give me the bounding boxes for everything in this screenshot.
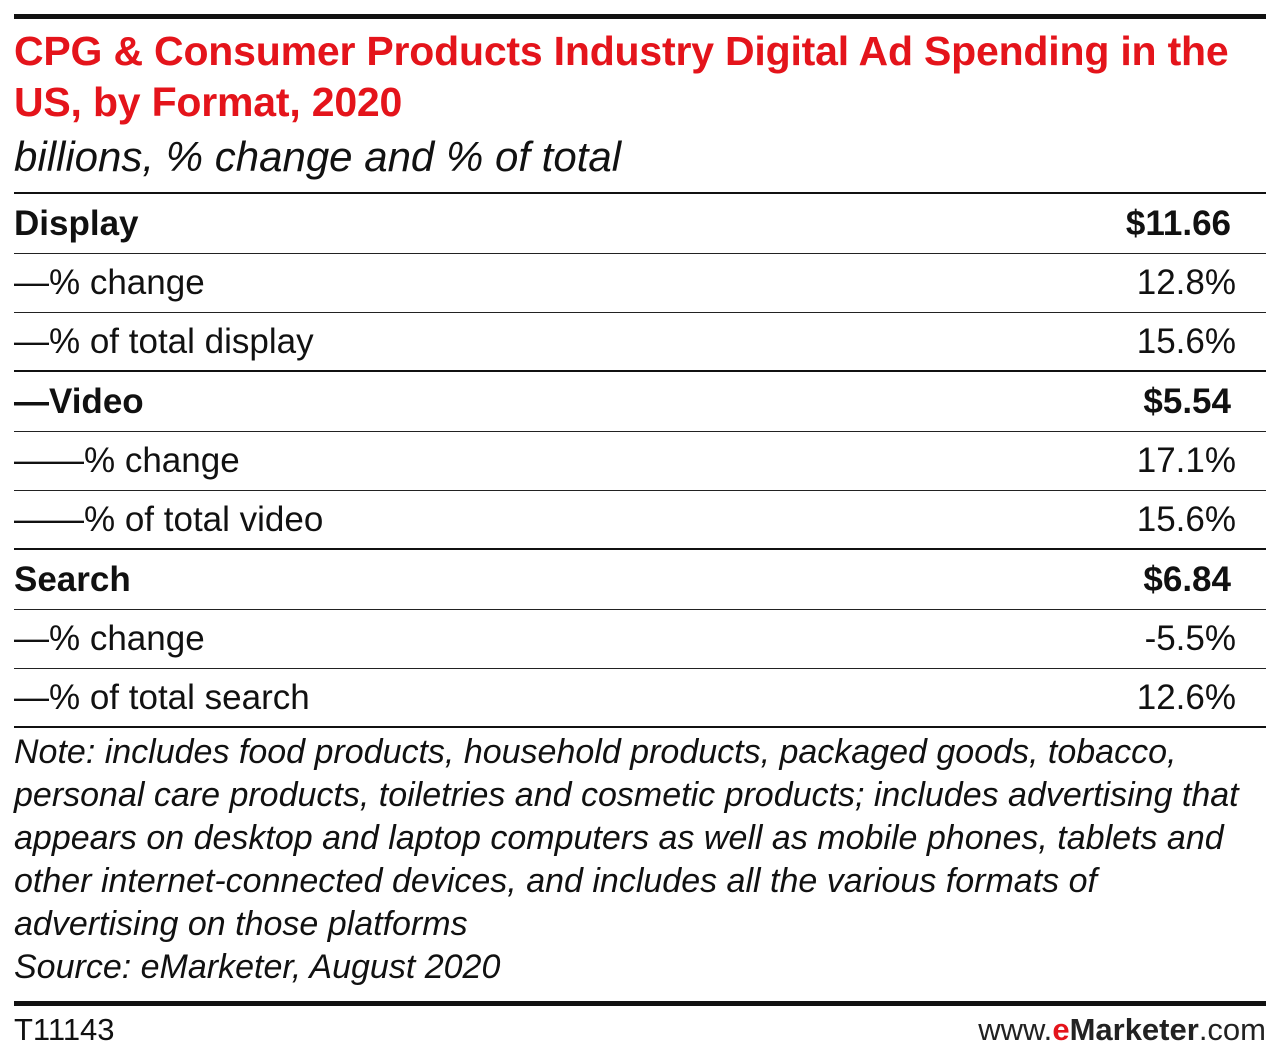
row-label: ——% change bbox=[14, 441, 240, 480]
brand-logo: www.eMarketer.com bbox=[978, 1012, 1266, 1048]
row-label: —% of total display bbox=[14, 321, 314, 361]
source-text: Source: eMarketer, August 2020 bbox=[14, 948, 501, 986]
row-label: Search bbox=[14, 559, 131, 599]
row-value: 12.6% bbox=[1136, 677, 1236, 717]
table-row-search-share: —% of total search 12.6% bbox=[14, 669, 1266, 728]
chart-id: T11143 bbox=[14, 1012, 115, 1047]
chart-title: CPG & Consumer Products Industry Digital… bbox=[14, 28, 1229, 125]
table-row-video: —Video $5.54 bbox=[14, 372, 1266, 432]
row-value: $11.66 bbox=[1125, 203, 1231, 243]
row-label: —% of total search bbox=[14, 677, 310, 717]
table-row-video-change: ——% change 17.1% bbox=[14, 432, 1266, 491]
chart-frame: CPG & Consumer Products Industry Digital… bbox=[14, 14, 1266, 1048]
note-text: Note: includes food products, household … bbox=[14, 733, 1239, 943]
table-row-display-change: —% change 12.8% bbox=[14, 254, 1266, 313]
bottom-rule bbox=[14, 1001, 1266, 1006]
brand-name: Marketer bbox=[1069, 1012, 1199, 1047]
top-rule bbox=[14, 14, 1266, 19]
table-row-display-share: —% of total display 15.6% bbox=[14, 313, 1266, 372]
row-label: —Video bbox=[14, 381, 144, 421]
row-value: 12.8% bbox=[1136, 263, 1236, 302]
row-value: 17.1% bbox=[1136, 441, 1236, 480]
row-value: 15.6% bbox=[1136, 321, 1236, 361]
table-row-search: Search $6.84 bbox=[14, 550, 1266, 610]
row-value: $6.84 bbox=[1143, 559, 1231, 599]
chart-subtitle: billions, % change and % of total bbox=[14, 133, 622, 180]
table-row-video-share: ——% of total video 15.6% bbox=[14, 491, 1266, 550]
row-value: -5.5% bbox=[1144, 619, 1236, 658]
notes-block: Note: includes food products, household … bbox=[14, 731, 1266, 989]
row-value: 15.6% bbox=[1136, 499, 1236, 539]
row-value: $5.54 bbox=[1143, 381, 1231, 421]
table-row-display: Display $11.66 bbox=[14, 194, 1266, 254]
brand-prefix: www. bbox=[978, 1012, 1053, 1047]
footer: T11143 www.eMarketer.com bbox=[14, 1012, 1266, 1048]
brand-e: e bbox=[1052, 1012, 1070, 1047]
row-label: ——% of total video bbox=[14, 499, 324, 539]
table-row-search-change: —% change -5.5% bbox=[14, 610, 1266, 669]
row-label: Display bbox=[14, 203, 139, 243]
row-label: —% change bbox=[14, 263, 205, 302]
brand-suffix: .com bbox=[1198, 1012, 1266, 1047]
data-table: Display $11.66 —% change 12.8% —% of tot… bbox=[14, 192, 1266, 728]
row-label: —% change bbox=[14, 619, 205, 658]
